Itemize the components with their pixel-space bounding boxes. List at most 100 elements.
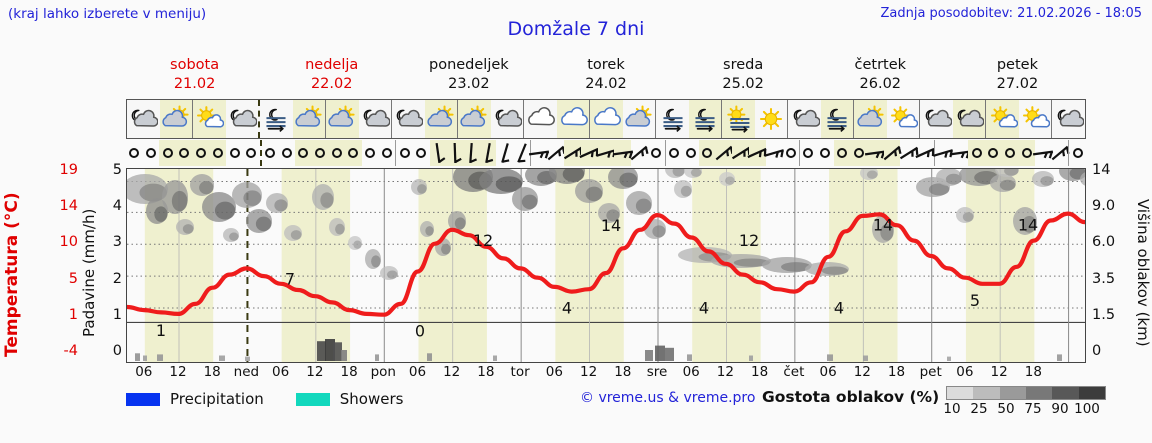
weather-icon-cell	[523, 100, 557, 138]
wind-barb-cell	[429, 140, 447, 166]
x-axis-labels: 06 12 18 ned 06 12 18 pon 06 12 18 tor 06 12 18 sre 06 12…	[126, 364, 1086, 382]
wind-barb-icon	[129, 148, 140, 158]
wind-barb-icon	[883, 145, 902, 161]
weather-icon-cell	[556, 100, 590, 138]
wind-barb-cell	[295, 140, 312, 166]
wind-barb-icon	[803, 148, 814, 158]
x-axis-label: 06	[682, 364, 700, 380]
wind-barb-icon	[365, 148, 376, 158]
day-headers: sobota 21.02 nedelja 22.02 ponedeljek 23.02 to…	[126, 56, 1086, 96]
temperature-axis-title: Temperatura (°C)	[2, 192, 22, 358]
axis-tick-label: 1	[68, 306, 78, 323]
wind-barb-icon	[315, 148, 326, 158]
wind-barb-cell	[631, 140, 649, 166]
wind-barb-icon	[529, 150, 550, 159]
x-axis-label: 18	[887, 364, 906, 380]
wind-barb-cell	[413, 140, 430, 166]
sun-cloud-icon	[856, 105, 884, 127]
temperature-line	[127, 211, 1085, 317]
weather-icon-strip	[126, 99, 1086, 139]
weather-icon-cell	[688, 100, 722, 138]
wind-barb-cell	[883, 140, 902, 166]
cloud-density-step-label: 90	[1051, 401, 1069, 417]
moon-fog-icon	[266, 108, 286, 132]
x-axis-label: 18	[340, 364, 358, 380]
weather-icon-cell	[985, 100, 1019, 138]
cloud-density-step-label: 25	[970, 401, 988, 417]
axis-tick-label: 4	[112, 198, 122, 215]
moon-fog-icon	[695, 108, 715, 132]
precipitation-legend-label: Precipitation	[170, 390, 264, 408]
showers-swatch	[295, 392, 330, 406]
temperature-peak-label: 14	[601, 216, 621, 235]
wind-barb-icon	[381, 148, 392, 158]
wind-barb-cell	[850, 140, 867, 166]
wind-barb-cell	[192, 140, 210, 166]
temperature-peak-label: 4	[562, 299, 572, 318]
wind-barb-icon	[348, 148, 359, 158]
day-date: 21.02	[173, 76, 216, 92]
wind-barb-icon	[971, 148, 982, 158]
wind-barb-icon	[469, 142, 478, 164]
axis-tick-label: 1	[112, 306, 122, 323]
wind-barb-cell	[176, 140, 193, 166]
wind-barb-icon	[1004, 148, 1015, 158]
wind-barb-icon	[715, 145, 734, 161]
sun-icon	[759, 107, 783, 131]
x-axis-label: 12	[580, 364, 598, 380]
day-date: 25.02	[722, 76, 764, 92]
temperature-peak-label: 4	[834, 299, 844, 318]
wind-barb-cell	[648, 140, 665, 166]
day-date: 22.02	[310, 76, 353, 92]
temperature-peak-label: 14	[1018, 215, 1038, 234]
wind-barb-cell	[209, 140, 227, 166]
wind-barb-icon	[1021, 148, 1032, 158]
wind-barb-cell	[612, 140, 633, 166]
wind-barb-icon	[281, 148, 292, 158]
wind-barb-cell	[159, 140, 177, 166]
wind-barb-icon	[264, 148, 275, 158]
wind-barb-cell	[278, 140, 295, 166]
sun-cloud-small-icon	[891, 106, 919, 128]
wind-barb-icon	[179, 148, 190, 158]
day-header-nedelja: nedelja 22.02	[263, 56, 400, 96]
cloud-density-scale-labels: 10 25 50 75 90 100	[940, 401, 1115, 419]
moon-fog-icon	[827, 108, 847, 132]
wind-barb-cell	[731, 140, 751, 166]
x-axis-label: 12	[853, 364, 871, 380]
wind-barb-icon	[651, 148, 662, 158]
x-axis-label: 18	[203, 364, 221, 380]
day-name: sobota	[170, 57, 220, 73]
moon-fog-icon	[662, 108, 683, 132]
axis-tick-label: 1.5	[1092, 306, 1116, 323]
wind-barb-icon	[146, 148, 157, 158]
day-date: 23.02	[448, 76, 490, 92]
x-axis-label: 06	[135, 364, 153, 380]
temperature-axis-ticks: 19 14 10 5 1 -4	[42, 160, 78, 375]
weather-icon-cell	[787, 100, 821, 138]
wind-barb-cell	[782, 140, 799, 166]
sun-cloud-icon	[162, 105, 189, 127]
weather-icon-cell	[655, 100, 689, 138]
wind-barb-icon	[612, 150, 633, 159]
weather-icon-cell	[622, 100, 656, 138]
wind-barb-icon	[298, 148, 309, 158]
copyright-label[interactable]: © vreme.us & vreme.pro	[580, 390, 756, 406]
wind-barb-cell	[243, 140, 260, 166]
day-date: 27.02	[996, 76, 1039, 92]
wind-barb-icon	[988, 148, 999, 158]
sun-cloud-icon	[328, 105, 355, 127]
x-axis-label: 12	[443, 364, 461, 380]
cloud-density-step	[1078, 387, 1105, 399]
moon-cloud-icon	[925, 109, 952, 127]
wind-barb-cell	[479, 140, 497, 166]
weather-icon-cell	[225, 100, 259, 138]
wind-barb-cell	[984, 140, 1002, 166]
wind-barb-cell	[395, 140, 413, 166]
axis-tick-label: 2	[112, 270, 122, 287]
moon-cloud-icon	[230, 109, 257, 127]
sun-cloud-icon	[460, 105, 487, 127]
wind-barb-icon	[702, 148, 713, 158]
wind-barb-cell	[747, 140, 767, 166]
wind-barb-icon	[785, 148, 796, 158]
